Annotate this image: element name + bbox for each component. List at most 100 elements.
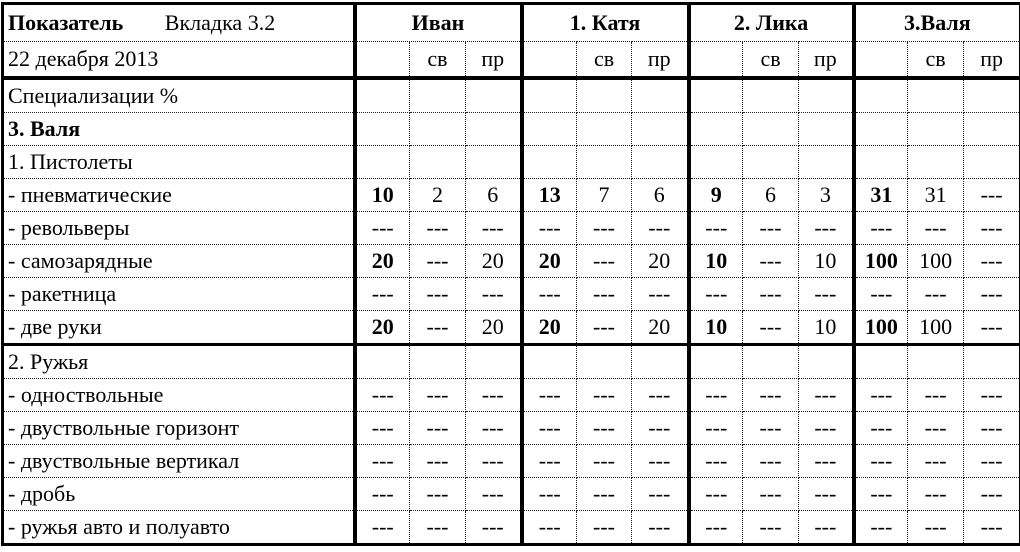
value-cell — [799, 345, 854, 379]
row-label: 2. Ружья — [3, 345, 355, 379]
value-cell — [355, 146, 410, 179]
group-header: 2. Лика — [689, 4, 854, 42]
value-cell — [632, 113, 689, 146]
value-cell: --- — [632, 412, 689, 445]
value-cell: --- — [466, 379, 522, 412]
value-cell — [743, 146, 799, 179]
row-label: - дробь — [3, 478, 355, 511]
value-cell: --- — [632, 445, 689, 478]
value-cell: --- — [410, 511, 466, 545]
value-cell: 3 — [799, 179, 854, 212]
value-cell: --- — [799, 445, 854, 478]
value-cell — [964, 113, 1020, 146]
value-cell: 10 — [689, 311, 743, 345]
value-cell — [799, 146, 854, 179]
value-cell: --- — [743, 311, 799, 345]
value-cell: --- — [577, 278, 632, 311]
group-header: Иван — [355, 4, 522, 42]
value-cell: --- — [908, 511, 964, 545]
value-cell: --- — [854, 412, 908, 445]
value-cell: --- — [964, 212, 1020, 245]
row-label: - ракетница — [3, 278, 355, 311]
value-cell: --- — [577, 412, 632, 445]
value-cell — [577, 345, 632, 379]
row-label: Специализации % — [3, 78, 355, 113]
header-row-1: Показатель Вкладка 3.2 Иван 1. Катя 2. Л… — [3, 4, 1020, 42]
value-cell: --- — [743, 379, 799, 412]
value-cell — [410, 113, 466, 146]
value-cell: 13 — [522, 179, 577, 212]
value-cell — [689, 345, 743, 379]
value-cell: --- — [689, 278, 743, 311]
table-row: - двуствольные горизонт-----------------… — [3, 412, 1020, 445]
value-cell — [466, 113, 522, 146]
value-cell: 10 — [355, 179, 410, 212]
value-cell: --- — [743, 212, 799, 245]
value-cell: --- — [908, 278, 964, 311]
value-cell — [854, 345, 908, 379]
value-cell: 10 — [799, 245, 854, 278]
value-cell: --- — [689, 511, 743, 545]
value-cell — [908, 146, 964, 179]
value-cell: 20 — [522, 245, 577, 278]
value-cell: --- — [577, 445, 632, 478]
value-cell — [964, 78, 1020, 113]
sub-column-header — [355, 42, 410, 79]
value-cell: 100 — [908, 311, 964, 345]
value-cell: --- — [632, 511, 689, 545]
value-cell: --- — [799, 212, 854, 245]
value-cell: --- — [743, 278, 799, 311]
value-cell: 100 — [908, 245, 964, 278]
value-cell: --- — [577, 212, 632, 245]
table-row: 2. Ружья — [3, 345, 1020, 379]
value-cell — [355, 78, 410, 113]
value-cell — [522, 113, 577, 146]
value-cell: --- — [689, 445, 743, 478]
table-row: - дробь---------------------------------… — [3, 478, 1020, 511]
value-cell: --- — [854, 278, 908, 311]
value-cell — [689, 78, 743, 113]
value-cell: --- — [743, 478, 799, 511]
value-cell: 100 — [854, 311, 908, 345]
value-cell: --- — [854, 511, 908, 545]
table-row: Специализации % — [3, 78, 1020, 113]
table-row: - ружья авто и полуавто-----------------… — [3, 511, 1020, 545]
row-label: - пневматические — [3, 179, 355, 212]
row-label: - двуствольные вертикал — [3, 445, 355, 478]
value-cell: --- — [689, 412, 743, 445]
value-cell: --- — [577, 311, 632, 345]
value-cell: --- — [410, 379, 466, 412]
value-cell: 6 — [743, 179, 799, 212]
value-cell: 9 — [689, 179, 743, 212]
value-cell — [632, 146, 689, 179]
value-cell: --- — [410, 311, 466, 345]
table-row: - ракетница-----------------------------… — [3, 278, 1020, 311]
value-cell — [522, 78, 577, 113]
row-label: - две руки — [3, 311, 355, 345]
value-cell: 20 — [522, 311, 577, 345]
value-cell: --- — [355, 445, 410, 478]
row-label: - двуствольные горизонт — [3, 412, 355, 445]
value-cell: --- — [466, 445, 522, 478]
value-cell: 20 — [632, 311, 689, 345]
header-indicator-cell: Показатель Вкладка 3.2 — [3, 4, 355, 42]
row-label: 1. Пистолеты — [3, 146, 355, 179]
sub-column-header: пр — [799, 42, 854, 79]
date-cell: 22 декабря 2013 — [3, 42, 355, 79]
value-cell: --- — [964, 311, 1020, 345]
value-cell: --- — [689, 212, 743, 245]
value-cell: --- — [689, 478, 743, 511]
value-cell: --- — [743, 412, 799, 445]
value-cell: --- — [854, 478, 908, 511]
indicator-label: Показатель — [8, 10, 123, 35]
value-cell: --- — [355, 412, 410, 445]
value-cell: --- — [743, 511, 799, 545]
sub-column-header: св — [743, 42, 799, 79]
value-cell: --- — [577, 478, 632, 511]
value-cell: --- — [522, 412, 577, 445]
value-cell — [799, 113, 854, 146]
